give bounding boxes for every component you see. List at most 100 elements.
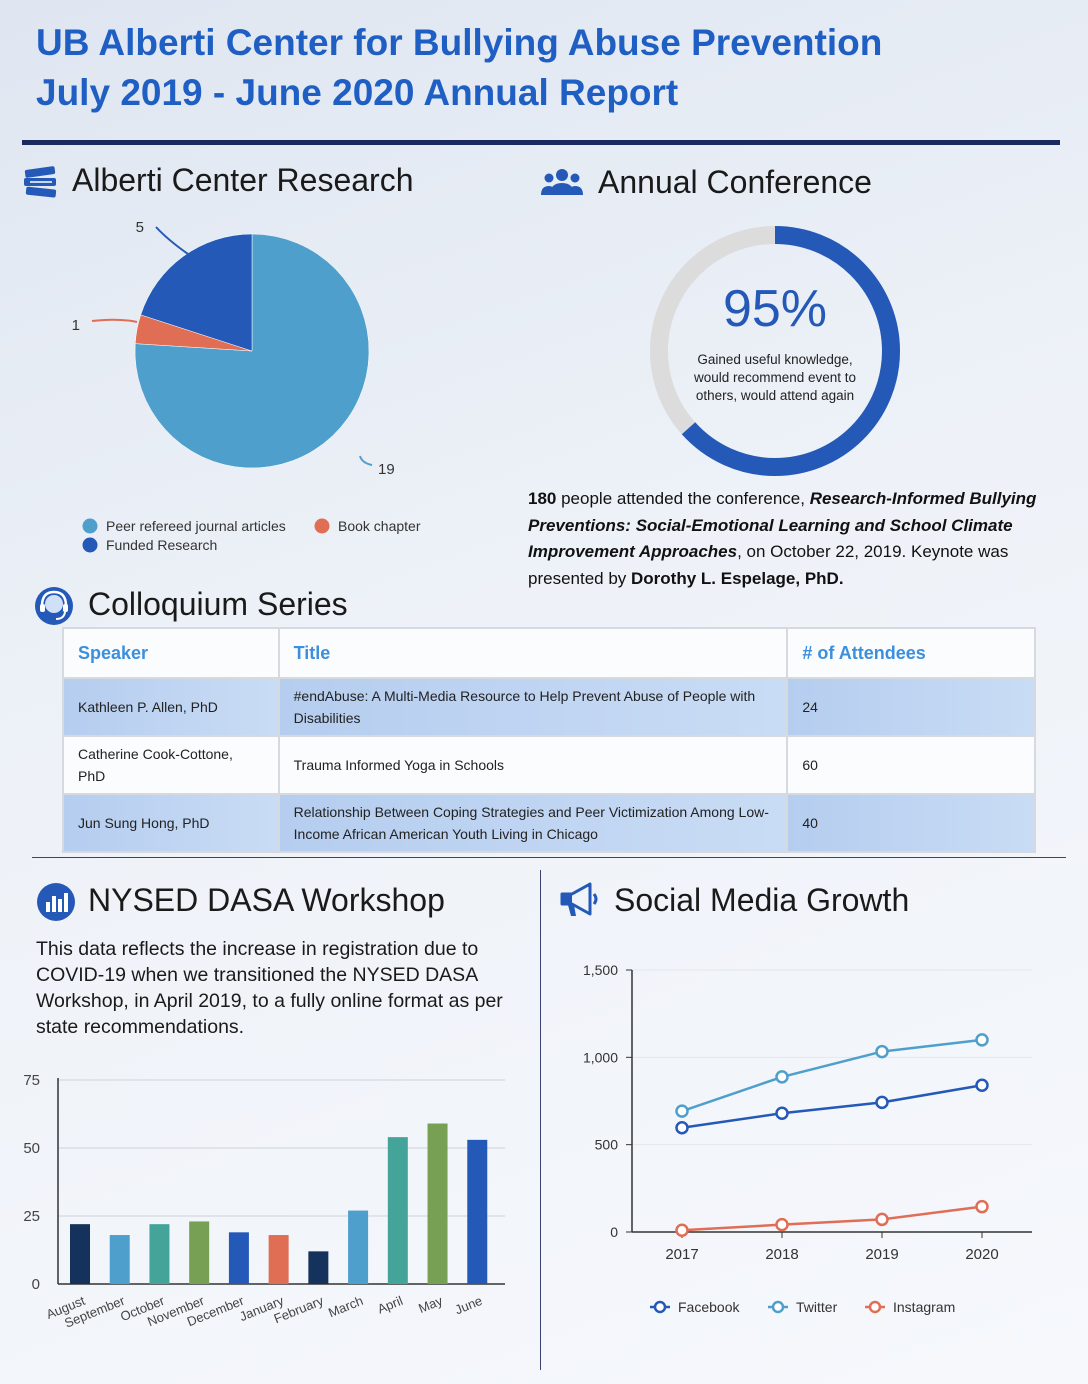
keynote-speaker: Dorothy L. Espelage, PhD. — [631, 568, 844, 588]
dasa-title: NYSED DASA Workshop — [88, 882, 445, 918]
series-point — [675, 1120, 689, 1135]
bar-y-tick: 0 — [32, 1276, 40, 1293]
series-line — [681, 1084, 983, 1129]
pie-label-leader — [91, 318, 138, 323]
line-x-tick: 2019 — [865, 1246, 898, 1263]
conference-name: Research-Informed Bullying Preventions: … — [528, 489, 1037, 561]
legend-marker — [653, 1300, 667, 1314]
cell-title: Trauma Informed Yoga in Schools — [277, 735, 789, 795]
pie-label-leader — [359, 455, 373, 466]
pie-value-label: 1 — [72, 317, 80, 334]
conference-title: Annual Conference — [598, 164, 872, 200]
donut-caption-3: others, would attend again — [696, 388, 854, 403]
pie-slice — [134, 233, 370, 469]
series-point — [875, 1212, 889, 1227]
bar-y-tick: 50 — [23, 1140, 40, 1157]
line-y-tick: 0 — [610, 1224, 618, 1240]
conference-description: 180 people attended the conference, Rese… — [528, 486, 1048, 592]
series-point — [875, 1044, 889, 1059]
bar — [427, 1123, 448, 1284]
header-speaker: Speaker — [62, 627, 280, 679]
cell-speaker: Kathleen P. Allen, PhD — [62, 677, 280, 737]
percent-label: 95% — [723, 280, 827, 338]
bar — [189, 1221, 210, 1284]
cell-title: #endAbuse: A Multi-Media Resource to Hel… — [277, 677, 789, 737]
donut-caption-2: would recommend event to — [693, 370, 856, 385]
line-x-tick: 2020 — [965, 1246, 998, 1263]
bar — [308, 1251, 329, 1284]
section-divider-horizontal — [32, 857, 1066, 858]
legend-marker — [771, 1300, 785, 1314]
table-header-row: Speaker Title # of Attendees — [62, 627, 1036, 679]
pie-label-leader — [155, 226, 189, 255]
table-row: Jun Sung Hong, PhD Relationship Between … — [62, 793, 1036, 853]
table-row: Kathleen P. Allen, PhD #endAbuse: A Mult… — [62, 677, 1036, 737]
bar — [268, 1235, 289, 1284]
cell-attendees: 60 — [786, 735, 1036, 795]
bar-y-tick: 25 — [23, 1208, 40, 1225]
series-line — [681, 1205, 983, 1232]
series-point — [675, 1104, 689, 1118]
megaphone-icon — [560, 882, 598, 916]
bar — [348, 1210, 369, 1284]
bar-x-tick: March — [326, 1293, 365, 1320]
pie-value-label: 19 — [378, 461, 395, 478]
bar-x-tick: June — [453, 1293, 485, 1317]
series-point — [775, 1217, 789, 1232]
users-icon — [541, 169, 583, 195]
legend-label: Facebook — [678, 1299, 740, 1315]
series-point — [875, 1095, 889, 1110]
line-y-tick: 1,000 — [583, 1049, 618, 1065]
legend-label: Instagram — [893, 1299, 955, 1315]
header-divider — [22, 140, 1060, 145]
series-point — [775, 1106, 789, 1120]
cell-attendees: 24 — [786, 677, 1036, 737]
series-point — [675, 1223, 689, 1238]
pie-slice — [140, 233, 253, 352]
legend-label: Peer refereed journal articles — [106, 518, 286, 534]
speaker-icon — [35, 587, 73, 625]
legend-label: Twitter — [796, 1299, 838, 1315]
attendee-count: 180 — [528, 489, 557, 508]
bar — [149, 1224, 170, 1284]
pie-value-label: 5 — [136, 219, 144, 236]
section-divider-vertical — [540, 870, 541, 1370]
series-point — [975, 1078, 989, 1093]
legend-label: Book chapter — [338, 518, 421, 534]
legend-dot — [82, 537, 98, 553]
legend-label: Funded Research — [106, 537, 217, 553]
cell-speaker: Jun Sung Hong, PhD — [62, 793, 280, 853]
colloquium-title: Colloquium Series — [88, 586, 348, 622]
cell-speaker: Catherine Cook-Cottone, PhD — [62, 735, 280, 795]
bar — [387, 1137, 408, 1284]
series-point — [775, 1070, 789, 1084]
dasa-description: This data reflects the increase in regis… — [36, 938, 503, 1038]
cell-attendees: 40 — [786, 793, 1036, 853]
legend-dot — [314, 518, 330, 534]
series-line — [681, 1038, 983, 1113]
research-pie-chart: 19 1 5 Peer refereed journal articles Book c… — [72, 219, 421, 553]
report-title-line2: July 2019 - June 2020 Annual Report — [36, 72, 679, 113]
cell-title: Relationship Between Coping Strategies a… — [277, 793, 789, 853]
conference-text-b: , on October 22, 2019. Keynote was prese… — [528, 542, 1009, 588]
bar-y-tick: 75 — [23, 1072, 40, 1089]
bar-x-tick: May — [416, 1293, 445, 1316]
legend-dot — [82, 518, 98, 534]
legend-marker — [868, 1300, 882, 1314]
chart-badge-icon — [37, 883, 75, 921]
bar — [467, 1139, 488, 1284]
donut-caption-1: Gained useful knowledge, — [697, 352, 852, 367]
colloquium-table: Speaker Title # of Attendees Kathleen P.… — [62, 627, 1036, 853]
report-title-line1: UB Alberti Center for Bullying Abuse Pre… — [36, 22, 883, 63]
satisfaction-donut: 95% Gained useful knowledge, would recom… — [650, 226, 900, 476]
header-attendees: # of Attendees — [786, 627, 1036, 679]
line-y-tick: 500 — [595, 1137, 619, 1153]
books-icon — [24, 166, 57, 198]
social-line-chart: 0 500 1,000 1,500 2017 2018 2019 2020 Facebook Tw… — [583, 962, 1032, 1315]
header-title: Title — [277, 627, 789, 679]
dasa-bar-chart: 0255075AugustSeptemberOctoberNovemberDec… — [23, 1072, 505, 1331]
conference-text-a: people attended the conference, — [556, 489, 810, 508]
series-point — [975, 1199, 989, 1214]
line-y-tick: 1,500 — [583, 962, 618, 978]
research-title: Alberti Center Research — [72, 162, 414, 198]
